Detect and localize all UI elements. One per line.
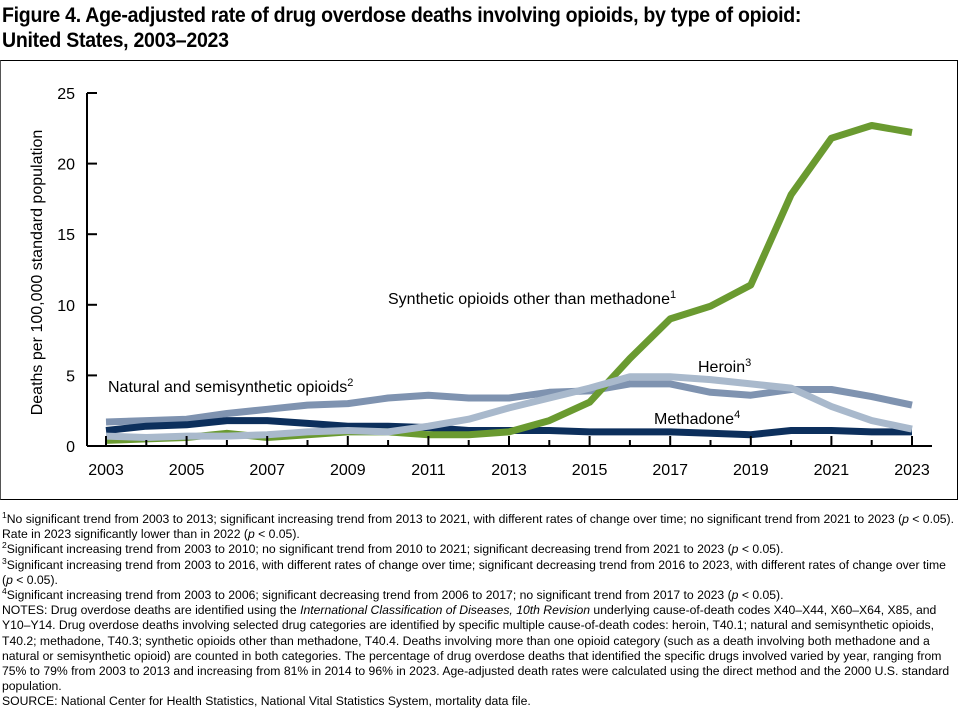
x-tick-label: 2005 xyxy=(169,462,205,479)
axis-layer: 0 5 10 15 20 25 2003 2005 2007 2009 2011 2013 2015 20… xyxy=(29,86,932,479)
notes-paragraph: NOTES: Drug overdose deaths are identifi… xyxy=(2,603,950,694)
figure-title-line-1: Figure 4. Age-adjusted rate of drug over… xyxy=(2,4,802,27)
x-tick-label: 2003 xyxy=(88,462,124,479)
footnote-mark: 2 xyxy=(2,540,7,551)
series-line-heroin xyxy=(105,373,913,441)
y-axis-label: Deaths per 100,000 standard population xyxy=(29,130,46,416)
chart-frame xyxy=(0,60,958,500)
footnote-3: 3Significant increasing trend from 2003 … xyxy=(2,555,946,587)
x-tick-label: 2011 xyxy=(411,462,446,479)
series-label-heroin: Heroin3 xyxy=(698,357,751,376)
series-label-synthetic-opioids-other-than-methadone: Synthetic opioids other than methadone1 xyxy=(388,289,676,308)
footnote-mark: 4 xyxy=(2,585,7,596)
x-tick-label: 2007 xyxy=(249,462,285,479)
y-tick-label: 15 xyxy=(57,227,75,244)
x-tick-label: 2021 xyxy=(814,462,850,479)
y-tick-label: 0 xyxy=(66,439,75,456)
label-layer: Natural and semisynthetic opioids2 Methad… xyxy=(108,289,751,428)
y-tick-label: 5 xyxy=(66,368,75,385)
y-tick-label: 25 xyxy=(57,86,75,103)
line-chart: 0 5 10 15 20 25 2003 2005 2007 2009 2011 2013 2015 20… xyxy=(29,86,932,479)
x-tick-label: 2019 xyxy=(733,462,769,479)
footnote-4: 4Significant increasing trend from 2003 … xyxy=(2,585,784,603)
footnote-1: 1No significant trend from 2003 to 2013;… xyxy=(2,509,954,542)
x-tick-label: 2017 xyxy=(652,462,688,479)
footnote-mark: 3 xyxy=(2,555,7,566)
x-tick-label: 2013 xyxy=(491,462,527,479)
y-tick-label: 10 xyxy=(57,298,75,315)
figure-title-line-2: United States, 2003–2023 xyxy=(2,29,229,52)
notes-label: NOTES: xyxy=(2,603,51,618)
figure-title: Figure 4. Age-adjusted rate of drug over… xyxy=(2,3,886,53)
footnotes: 1No significant trend from 2003 to 2013;… xyxy=(2,509,957,710)
x-tick-label: 2015 xyxy=(572,462,608,479)
series-label-methadone: Methadone4 xyxy=(654,409,740,428)
series-label-natural-and-semisynthetic-opioids: Natural and semisynthetic opioids2 xyxy=(108,377,353,396)
series-line-natural-and-semisynthetic-opioids xyxy=(105,380,913,426)
footnote-mark: 1 xyxy=(2,509,7,520)
x-tick-label: 2023 xyxy=(894,462,930,479)
footnote-2: 2Significant increasing trend from 2003 … xyxy=(2,540,784,557)
x-tick-label: 2009 xyxy=(330,462,366,479)
source-line: SOURCE: National Center for Health Stati… xyxy=(2,694,531,709)
y-tick-label: 20 xyxy=(57,157,75,174)
series-layer xyxy=(105,122,913,444)
